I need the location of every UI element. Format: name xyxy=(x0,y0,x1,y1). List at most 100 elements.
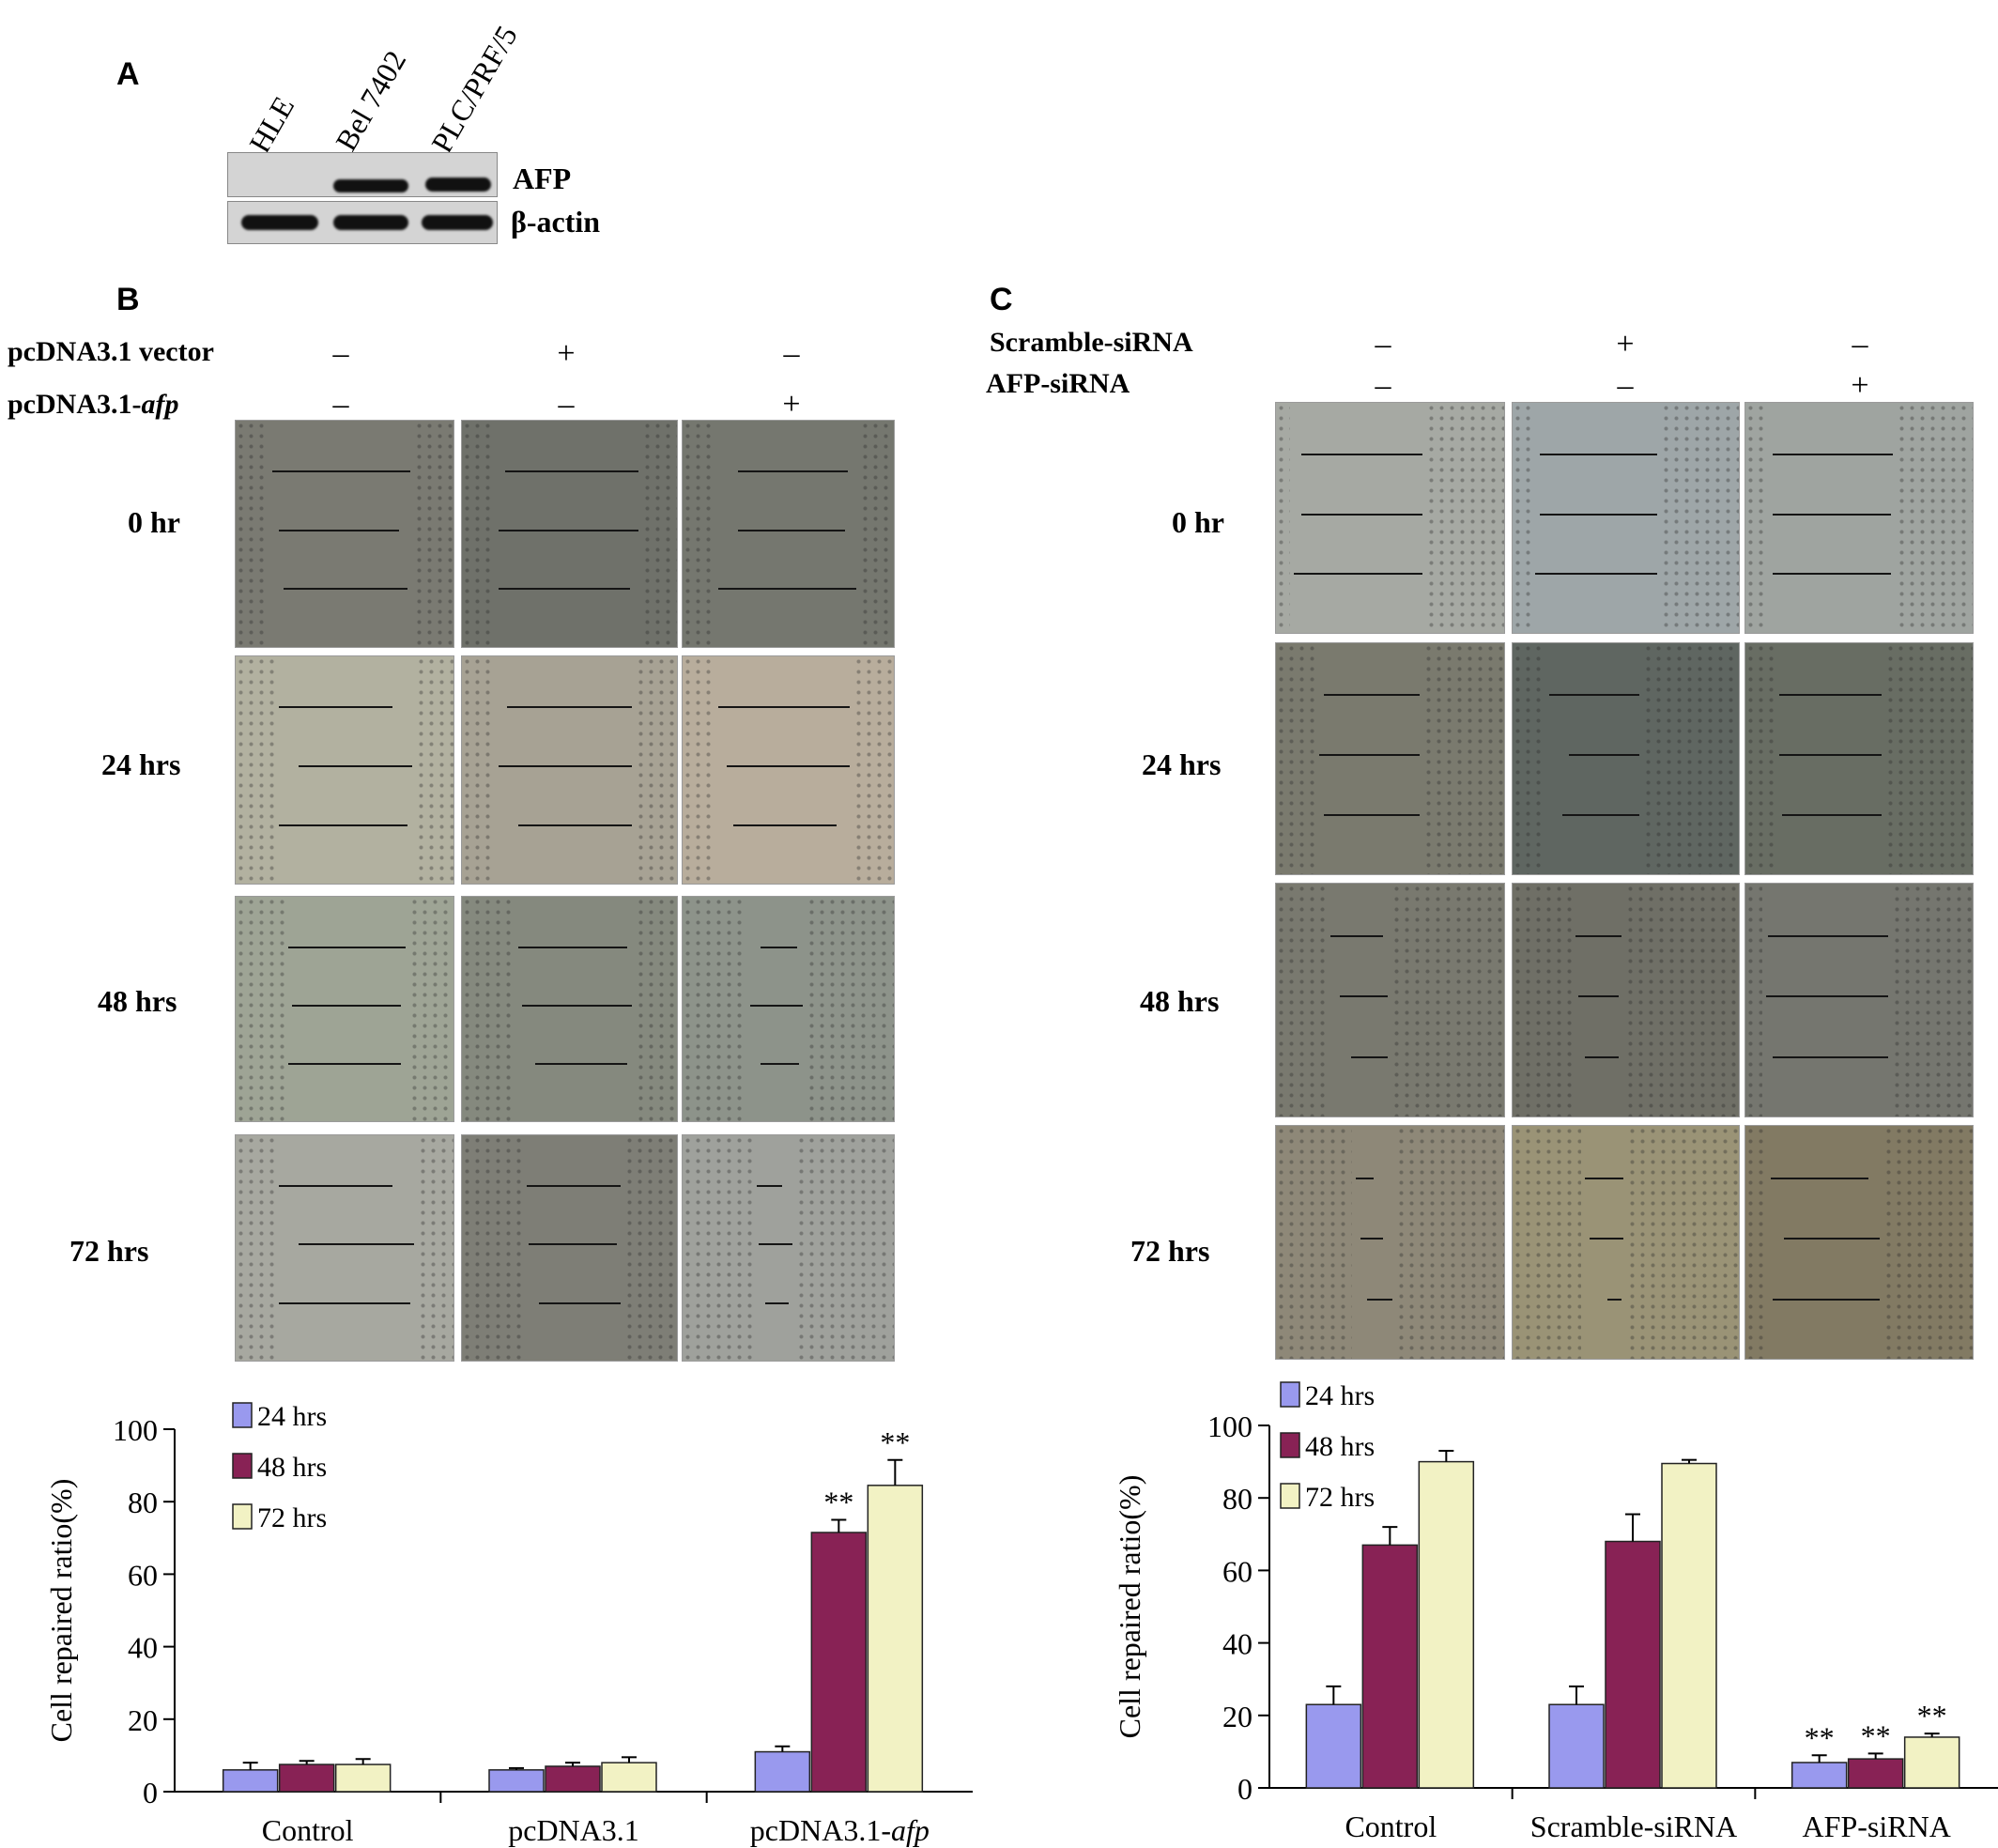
sign-b-r1-c2: + xyxy=(782,387,801,422)
scratch-c-image-r2-c1 xyxy=(1512,883,1740,1117)
bar-24-hrs-1 xyxy=(1548,1703,1605,1789)
scratch-b-image-r2-c2 xyxy=(682,896,895,1122)
cell-layer-right xyxy=(624,1135,677,1361)
cell-layer-left xyxy=(1513,643,1545,874)
timepoint-b-1: 24 hrs xyxy=(101,747,181,781)
panel-a-letter: A xyxy=(116,56,140,92)
cell-layer-left xyxy=(1745,884,1762,1116)
cell-layer-left xyxy=(236,421,269,647)
cell-layer-left xyxy=(1745,1126,1767,1359)
bar-72-hrs-1 xyxy=(1661,1462,1717,1789)
cell-layer-right xyxy=(796,1135,894,1361)
scratch-b-image-r0-c2 xyxy=(682,420,895,648)
wound-edge-line xyxy=(737,529,846,531)
cell-layer-left xyxy=(1513,1126,1582,1359)
y-tick-label: 0 xyxy=(1237,1772,1253,1806)
cell-layer-right xyxy=(853,656,894,884)
legend-swatch xyxy=(232,1503,253,1530)
wound-edge-line xyxy=(1324,814,1421,817)
timepoint-c-1: 24 hrs xyxy=(1142,747,1222,781)
legend-swatch xyxy=(1280,1381,1300,1408)
wound-edge-line xyxy=(1779,754,1883,757)
wound-edge-line xyxy=(1539,453,1658,455)
blot-label-actin: β-actin xyxy=(511,205,601,239)
wound-edge-line xyxy=(1773,1055,1889,1058)
wound-edge-line xyxy=(292,1004,402,1007)
legend-swatch xyxy=(232,1402,253,1428)
wound-edge-line xyxy=(1575,934,1621,937)
timepoint-c-3: 72 hrs xyxy=(1130,1234,1210,1268)
bar-chart-c: 0 20 40 60 80 100 Cell repaired ratio(%) Contro… xyxy=(1113,1380,1998,1843)
cell-layer-right xyxy=(1624,884,1739,1116)
y-tick-label: 60 xyxy=(1222,1554,1253,1588)
scratch-b-image-r3-c0 xyxy=(235,1134,454,1362)
wound-edge-line xyxy=(1539,513,1658,516)
legend-label: 24 hrs xyxy=(257,1401,327,1432)
y-axis-label: Cell repaired ratio(%) xyxy=(44,1479,78,1743)
x-tick-label-2: AFP-siRNA xyxy=(1803,1810,1951,1843)
bar-48-hrs-1 xyxy=(545,1765,601,1793)
bar-72-hrs-1 xyxy=(601,1762,657,1793)
scratch-c-image-r0-c1 xyxy=(1512,402,1740,634)
wound-edge-line xyxy=(498,765,632,768)
wound-edge-line xyxy=(1330,934,1384,937)
sign-b-r0-c2: – xyxy=(783,336,800,371)
wound-edge-line xyxy=(1300,453,1422,455)
wound-edge-line xyxy=(764,1301,789,1304)
x-tick-label-1: pcDNA3.1 xyxy=(508,1813,639,1847)
wound-edge-line xyxy=(279,824,408,827)
wound-edge-line xyxy=(1589,1238,1624,1240)
scratch-b-image-r2-c1 xyxy=(461,896,678,1122)
wound-edge-line xyxy=(718,588,856,591)
wound-edge-line xyxy=(1773,1298,1880,1301)
wound-edge-line xyxy=(1351,1055,1389,1058)
significance-marker: ** xyxy=(823,1486,853,1519)
cell-layer-left xyxy=(683,1135,753,1361)
wound-edge-line xyxy=(761,1062,799,1065)
sign-c-r0-c1: + xyxy=(1616,327,1635,362)
bar-24-hrs-2 xyxy=(1791,1762,1848,1789)
wound-edge-line xyxy=(1585,1177,1624,1179)
sign-b-r0-c1: + xyxy=(557,336,576,371)
wound-edge-line xyxy=(279,529,399,531)
bar-48-hrs-2 xyxy=(1847,1758,1904,1789)
y-axis-label: Cell repaired ratio(%) xyxy=(1113,1475,1146,1739)
wound-edge-line xyxy=(299,765,412,768)
wound-edge-line xyxy=(1562,814,1639,817)
bar-72-hrs-0 xyxy=(1418,1460,1475,1789)
wound-edge-line xyxy=(1340,995,1389,998)
legend-swatch xyxy=(1280,1483,1300,1509)
cell-layer-right xyxy=(1395,1126,1504,1359)
actin-band-lane-2 xyxy=(422,215,493,230)
condition-label-afp-plasmid: pcDNA3.1-afp xyxy=(8,389,179,421)
wound-edge-line xyxy=(1356,1177,1375,1179)
cell-layer-right xyxy=(641,421,677,647)
wound-edge-line xyxy=(727,765,850,768)
sign-c-r1-c0: – xyxy=(1375,368,1391,403)
cell-layer-left xyxy=(462,421,495,647)
legend-label: 48 hrs xyxy=(257,1452,327,1483)
cell-layer-right xyxy=(1897,403,1973,633)
actin-band-lane-0 xyxy=(241,215,318,230)
wound-edge-line xyxy=(1300,513,1422,516)
cell-layer-left xyxy=(236,656,276,884)
scratch-b-image-r2-c0 xyxy=(235,896,454,1122)
wound-edge-line xyxy=(1577,995,1620,998)
x-tick-label-0: Control xyxy=(262,1813,354,1847)
wound-edge-line xyxy=(279,706,393,709)
wound-edge-line xyxy=(504,470,638,473)
legend-label: 48 hrs xyxy=(1305,1431,1375,1462)
y-tick-label: 20 xyxy=(1222,1700,1253,1733)
wound-edge-line xyxy=(498,529,638,531)
timepoint-c-2: 48 hrs xyxy=(1140,984,1220,1018)
cell-layer-right xyxy=(807,897,894,1121)
cell-layer-right xyxy=(635,897,677,1121)
panel-c-letter: C xyxy=(990,282,1013,317)
scratch-b-image-r1-c1 xyxy=(461,655,678,885)
wound-edge-line xyxy=(517,946,628,948)
cell-layer-right xyxy=(1391,884,1504,1116)
wound-edge-line xyxy=(1294,573,1422,576)
wound-edge-line xyxy=(1569,754,1639,757)
bar-48-hrs-2 xyxy=(810,1532,868,1793)
wound-edge-line xyxy=(279,1184,393,1187)
